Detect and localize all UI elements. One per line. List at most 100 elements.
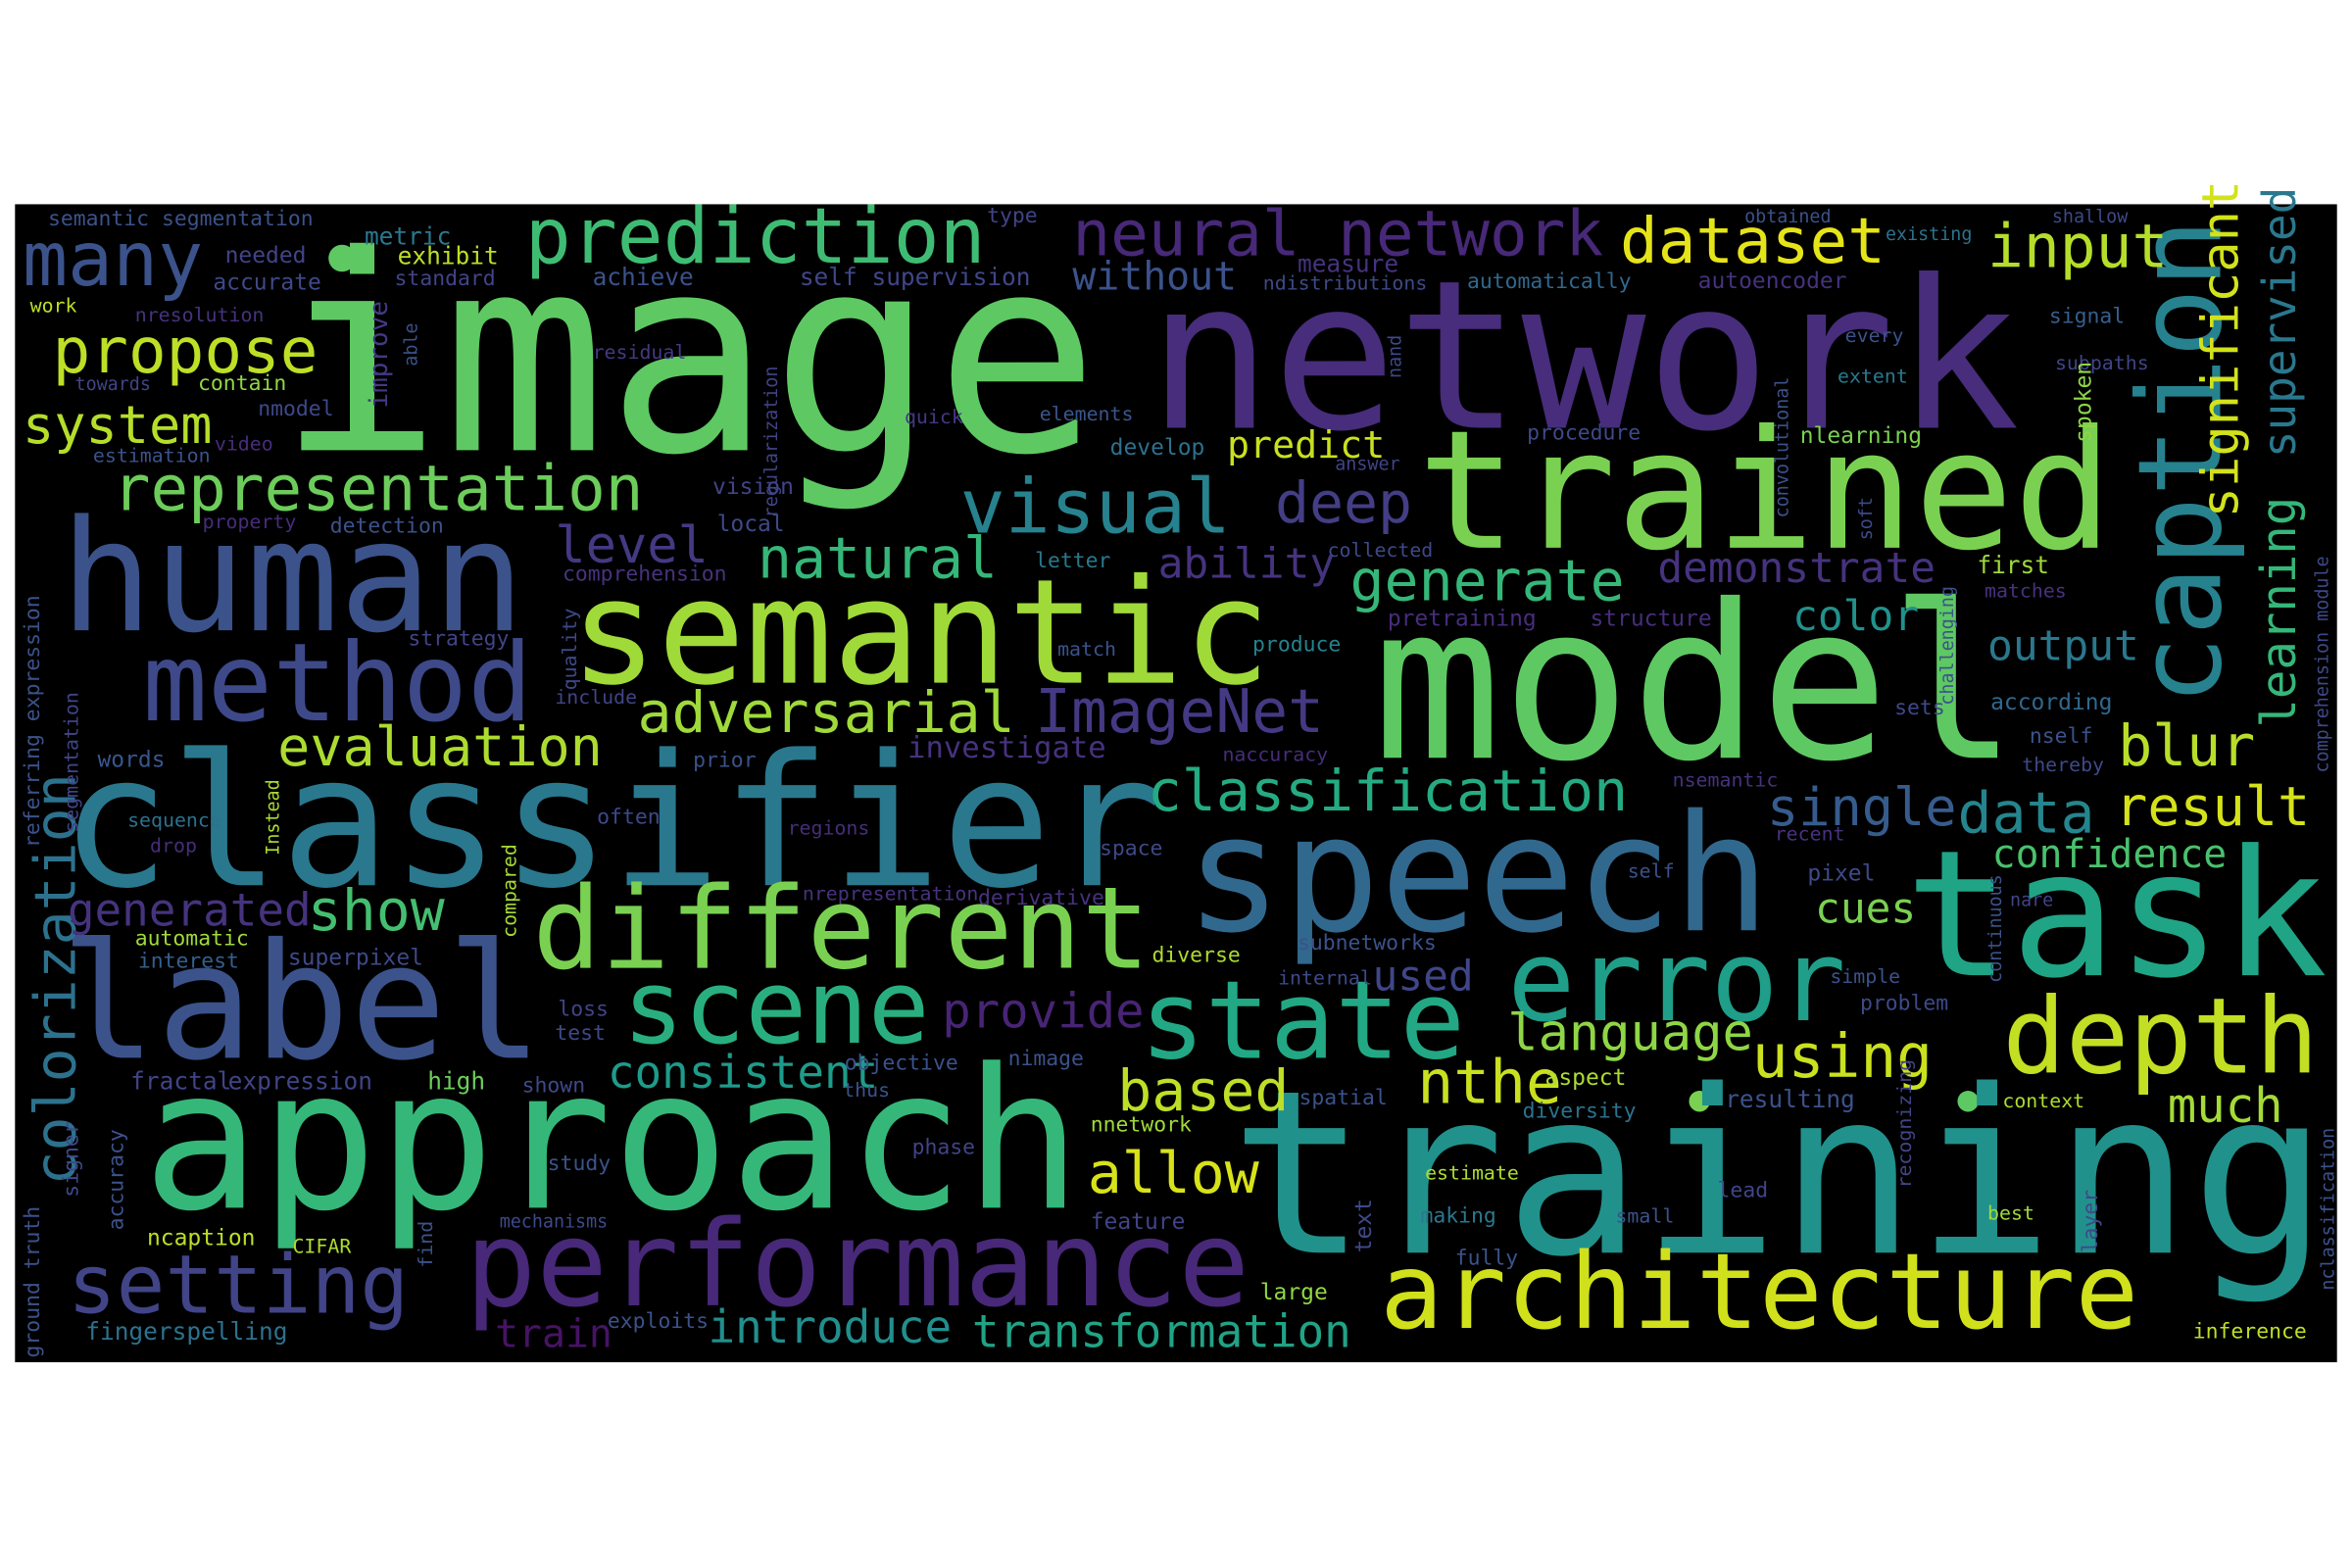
word: single: [1767, 776, 1956, 838]
word: develop: [1110, 435, 1205, 461]
word: ability: [1158, 540, 1336, 589]
word: ground truth: [21, 1206, 45, 1358]
word: resulting: [1725, 1085, 1855, 1113]
word: semantic segmentation: [48, 207, 314, 231]
word: output: [1987, 622, 2139, 671]
word: pretraining: [1388, 607, 1537, 632]
word: achieve: [593, 263, 694, 291]
word: demonstrate: [1657, 544, 1936, 593]
word: measure: [1298, 249, 1398, 277]
word: quality: [559, 609, 581, 691]
word: many: [23, 217, 203, 304]
word: making: [1420, 1204, 1495, 1229]
word: thereby: [2022, 754, 2104, 776]
word: derivative: [978, 886, 1104, 910]
word: network: [1148, 235, 2020, 476]
word: nare: [2010, 891, 2053, 911]
word: label: [60, 908, 543, 1096]
word: estimation: [93, 445, 211, 467]
word: problem: [1860, 991, 1948, 1015]
word: nrepresentation: [803, 883, 979, 906]
word: error: [1507, 916, 1846, 1048]
word: nthe: [1417, 1048, 1561, 1117]
word: metric: [365, 222, 451, 251]
word: scene: [622, 948, 929, 1067]
word: naccuracy: [1222, 743, 1328, 765]
word: lead: [1718, 1179, 1769, 1203]
word: speech: [1185, 780, 1770, 968]
word: improve: [365, 301, 394, 409]
word: neural network: [1072, 197, 1603, 270]
word: fully: [1455, 1247, 1519, 1271]
word: comprehension module: [2313, 556, 2333, 772]
word: needed: [225, 243, 307, 269]
word: level: [555, 516, 709, 575]
word: internal: [1278, 966, 1372, 989]
word: learning: [2251, 497, 2307, 728]
word: aspect: [1545, 1065, 1627, 1091]
word: generate: [1350, 548, 1625, 614]
word: representation: [113, 453, 644, 526]
word: colorization: [23, 773, 89, 1185]
word: nclassification: [2319, 1128, 2339, 1291]
word: matches: [1984, 579, 2067, 602]
word: residual: [593, 341, 687, 364]
word: nimage: [1008, 1047, 1084, 1071]
word: challenging: [1937, 586, 1958, 706]
word: vision: [712, 474, 794, 500]
word: soft: [1856, 497, 1877, 540]
word: procedure: [1527, 421, 1641, 446]
word: classifier: [60, 716, 1161, 929]
word: nlearning: [1800, 423, 1922, 449]
word: strategy: [408, 626, 509, 651]
word: Instead: [264, 779, 284, 855]
word: task: [1905, 813, 2328, 1017]
dot: [1689, 1091, 1710, 1112]
word: thus: [843, 1079, 890, 1102]
word: mechanisms: [500, 1211, 609, 1232]
word: spoken: [2072, 362, 2097, 443]
word: produce: [1252, 633, 1341, 658]
word: trained: [1417, 395, 2113, 587]
word: contain: [198, 371, 286, 396]
word: local: [717, 512, 785, 537]
word: much: [2168, 1078, 2283, 1134]
word: method: [142, 620, 532, 746]
word: introduce: [708, 1300, 952, 1353]
word: ndistributions: [1263, 272, 1428, 295]
word: training: [1230, 1041, 2328, 1306]
word: property: [203, 511, 297, 533]
word: allow: [1088, 1140, 1260, 1206]
word: high: [427, 1066, 485, 1095]
word: natural: [758, 525, 998, 592]
word: nself: [2030, 724, 2092, 749]
word: nand: [1386, 335, 1406, 378]
word: feature: [1091, 1209, 1186, 1235]
word: regions: [788, 816, 870, 839]
word: referring expression: [21, 595, 45, 848]
word: small: [1615, 1205, 1674, 1228]
word: quick: [905, 406, 963, 428]
word: generated: [68, 884, 312, 937]
word: self supervision: [800, 263, 1031, 291]
word: train: [495, 1312, 612, 1357]
word: subnetworks: [1298, 931, 1437, 956]
cloud-background: [15, 204, 2337, 1363]
word: using: [1752, 1022, 1933, 1092]
word: phase: [912, 1135, 975, 1159]
word: nnetwork: [1091, 1112, 1192, 1137]
word: color: [1792, 592, 1919, 641]
word: propose: [53, 315, 318, 388]
word: accurate: [213, 270, 320, 296]
word: context: [2002, 1090, 2084, 1112]
word: layer: [2079, 1190, 2103, 1253]
word: text: [1351, 1199, 1377, 1252]
word: superpixel: [288, 945, 423, 970]
word: sets: [1894, 696, 1945, 720]
word: every: [1845, 324, 1904, 347]
word: accuracy: [105, 1129, 129, 1230]
word: shallow: [2052, 207, 2129, 227]
word: nsemantic: [1673, 768, 1779, 791]
